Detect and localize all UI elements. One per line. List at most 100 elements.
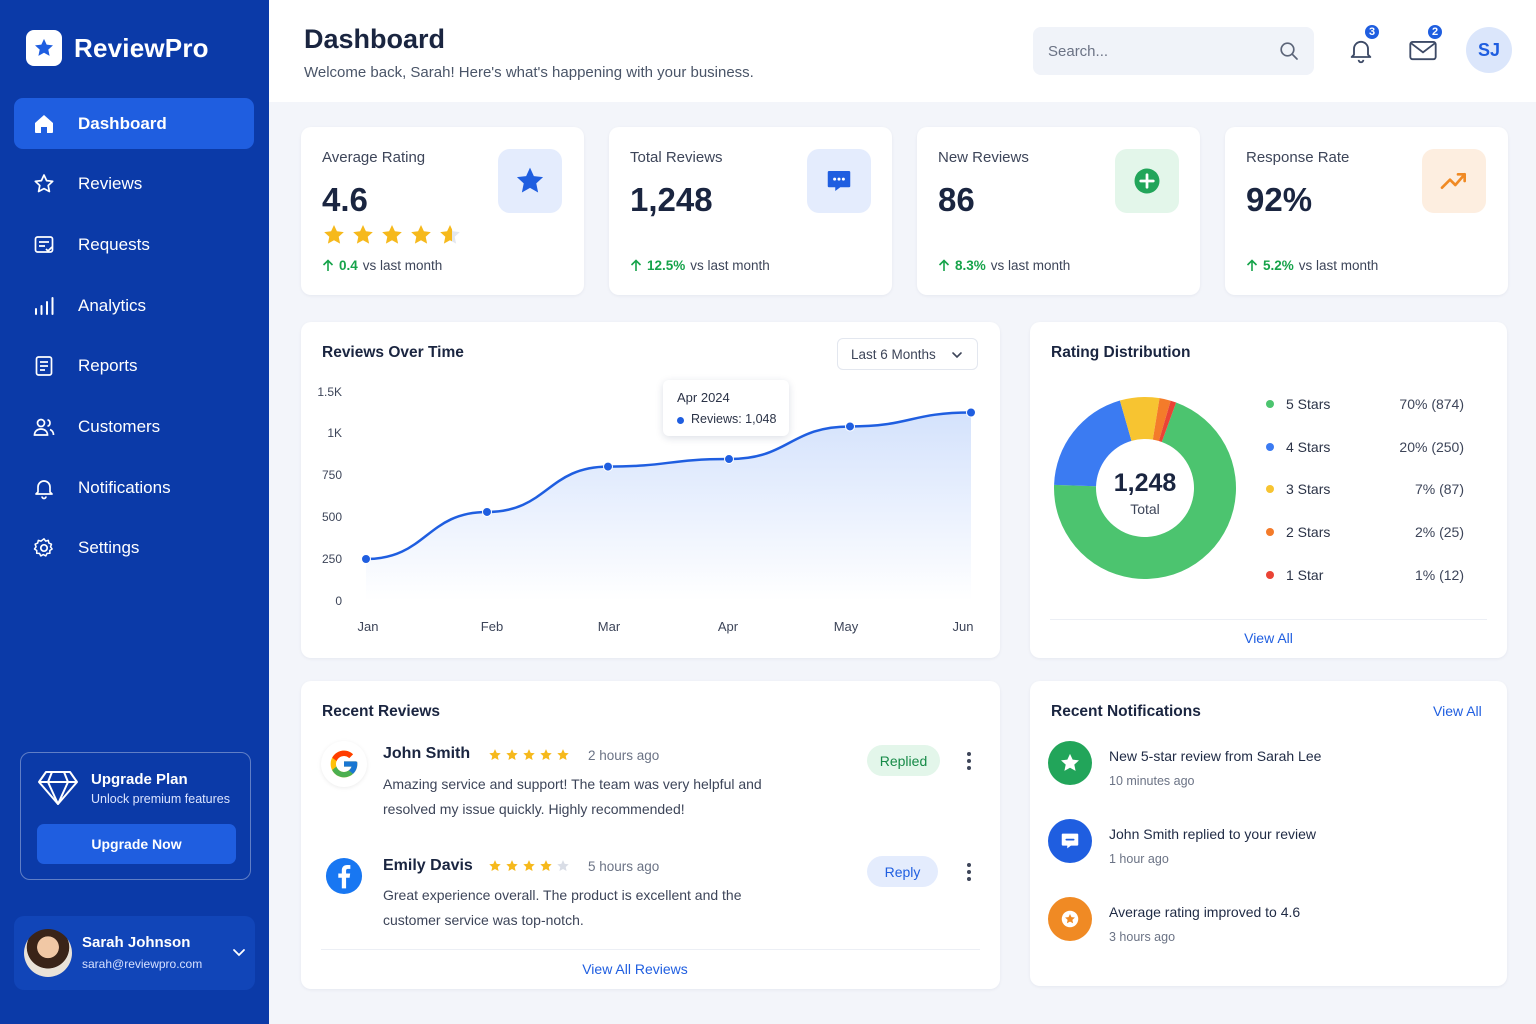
sidebar-item-label: Reports	[78, 356, 138, 376]
notifications-button[interactable]: 3	[1347, 23, 1381, 69]
google-icon	[321, 741, 367, 787]
data-point[interactable]	[966, 407, 976, 418]
reviewer-name: John Smith	[383, 745, 471, 762]
sidebar-item-label: Settings	[78, 538, 140, 558]
upgrade-plan-card: Upgrade Plan Unlock premium features Upg…	[20, 752, 251, 880]
data-point[interactable]	[845, 421, 855, 432]
legend-dot	[1266, 485, 1274, 493]
legend-label: 1 Star	[1286, 567, 1324, 583]
card-title: Recent Reviews	[322, 703, 441, 720]
star-icon	[324, 225, 344, 244]
sidebar-item-reports[interactable]: Reports	[14, 341, 254, 392]
card-divider	[321, 949, 980, 950]
recent-reviews-card: Recent Reviews John Smith 2 hours ago Am…	[301, 681, 1000, 989]
series-line	[365, 411, 972, 561]
upgrade-now-button[interactable]: Upgrade Now	[37, 824, 236, 864]
legend-value: 7% (87)	[1414, 481, 1464, 497]
star-empty-icon	[557, 860, 569, 872]
avatar	[24, 929, 72, 977]
y-tick-label: 1.5K	[317, 385, 342, 399]
sidebar-item-label: Customers	[78, 416, 161, 436]
brand[interactable]: ReviewPro	[26, 30, 209, 66]
card-divider	[1050, 619, 1487, 620]
mail-icon	[1409, 41, 1437, 61]
stat-card-new-reviews: New Reviews 86 8.3% vs last month	[917, 127, 1200, 295]
legend-value: 2% (25)	[1414, 524, 1464, 540]
x-tick-label: Jun	[953, 619, 974, 634]
messages-button[interactable]: 2	[1408, 23, 1444, 69]
data-point[interactable]	[724, 454, 734, 465]
data-point[interactable]	[361, 554, 371, 564]
replied-status-button[interactable]: Replied	[867, 745, 940, 776]
sidebar-item-label: Requests	[78, 234, 150, 254]
card-title: Recent Notifications	[1051, 703, 1201, 720]
legend-label: 3 Stars	[1286, 481, 1331, 497]
sidebar-item-label: Analytics	[78, 295, 147, 315]
rating-stars	[322, 223, 462, 247]
reply-button[interactable]: Reply	[867, 856, 938, 887]
donut-slice[interactable]	[1158, 400, 1177, 442]
x-tick-label: Feb	[481, 619, 503, 634]
users-icon	[33, 418, 55, 436]
donut-slice[interactable]	[1054, 400, 1132, 487]
trend-up-icon	[1422, 149, 1486, 213]
donut-slice[interactable]	[1054, 402, 1236, 579]
sidebar-nav: Dashboard Reviews Requests Analytics Rep…	[14, 98, 254, 584]
more-options-icon[interactable]	[965, 751, 973, 771]
sidebar-item-requests[interactable]: Requests	[14, 219, 254, 270]
notification-count-badge: 3	[1363, 23, 1381, 41]
donut-slice[interactable]	[1152, 398, 1171, 441]
sidebar-item-notifications[interactable]: Notifications	[14, 462, 254, 513]
view-all-reviews-link[interactable]: View All Reviews	[582, 961, 688, 977]
legend-dot	[1266, 571, 1274, 579]
user-profile-menu[interactable]: Sarah Johnson sarah@reviewpro.com	[14, 916, 255, 990]
legend-item-2-stars: 2 Stars 2% (25)	[1266, 524, 1476, 540]
stat-label: Response Rate	[1246, 149, 1350, 166]
sidebar: ReviewPro Dashboard Reviews Requests Ana…	[0, 0, 269, 1024]
y-tick-label: 250	[322, 552, 342, 566]
search-icon[interactable]	[1279, 41, 1299, 61]
view-all-ratings-link[interactable]: View All	[1244, 630, 1293, 646]
arrow-up-icon	[322, 259, 334, 271]
chevron-down-icon	[952, 352, 962, 359]
data-point[interactable]	[482, 506, 492, 517]
chat-icon	[1048, 819, 1092, 863]
sidebar-item-dashboard[interactable]: Dashboard	[14, 98, 254, 149]
notification-time: 1 hour ago	[1109, 852, 1169, 866]
arrow-up-icon	[938, 259, 950, 271]
request-icon	[34, 236, 54, 253]
stat-trend: 12.5% vs last month	[630, 258, 770, 273]
legend-label: 4 Stars	[1286, 439, 1331, 455]
user-email: sarah@reviewpro.com	[82, 957, 203, 971]
sidebar-item-analytics[interactable]: Analytics	[14, 280, 254, 331]
stat-value: 4.6	[322, 181, 368, 218]
stat-value: 1,248	[630, 181, 713, 218]
legend-dot	[1266, 528, 1274, 536]
legend-label: 5 Stars	[1286, 396, 1331, 412]
rating-donut-chart	[1054, 397, 1236, 579]
sidebar-item-reviews[interactable]: Reviews	[14, 159, 254, 210]
user-avatar[interactable]: SJ	[1466, 27, 1512, 73]
search-input[interactable]	[1033, 27, 1314, 75]
y-tick-label: 1K	[327, 426, 342, 440]
stat-trend-value: 12.5%	[647, 258, 686, 273]
view-all-notifications-link[interactable]: View All	[1433, 703, 1482, 719]
x-tick-label: Apr	[718, 619, 739, 634]
gear-icon	[33, 538, 53, 557]
more-options-icon[interactable]	[965, 862, 973, 882]
donut-slice[interactable]	[1119, 397, 1160, 441]
legend-item-4-stars: 4 Stars 20% (250)	[1266, 439, 1476, 455]
stat-card-response-rate: Response Rate 92% 5.2% vs last month	[1225, 127, 1508, 295]
page-subtitle: Welcome back, Sarah! Here's what's happe…	[304, 64, 754, 81]
chevron-down-icon[interactable]	[231, 944, 247, 960]
sidebar-item-label: Dashboard	[78, 113, 167, 133]
star-icon	[498, 149, 562, 213]
time-range-select[interactable]: Last 6 Months	[837, 338, 978, 370]
legend-item-1-star: 1 Star 1% (12)	[1266, 567, 1476, 583]
half-star-icon	[440, 225, 460, 244]
data-point[interactable]	[603, 461, 613, 472]
bell-icon	[1350, 40, 1372, 64]
sidebar-item-settings[interactable]: Settings	[14, 523, 254, 574]
sidebar-item-customers[interactable]: Customers	[14, 401, 254, 452]
card-title: Reviews Over Time	[322, 344, 464, 361]
